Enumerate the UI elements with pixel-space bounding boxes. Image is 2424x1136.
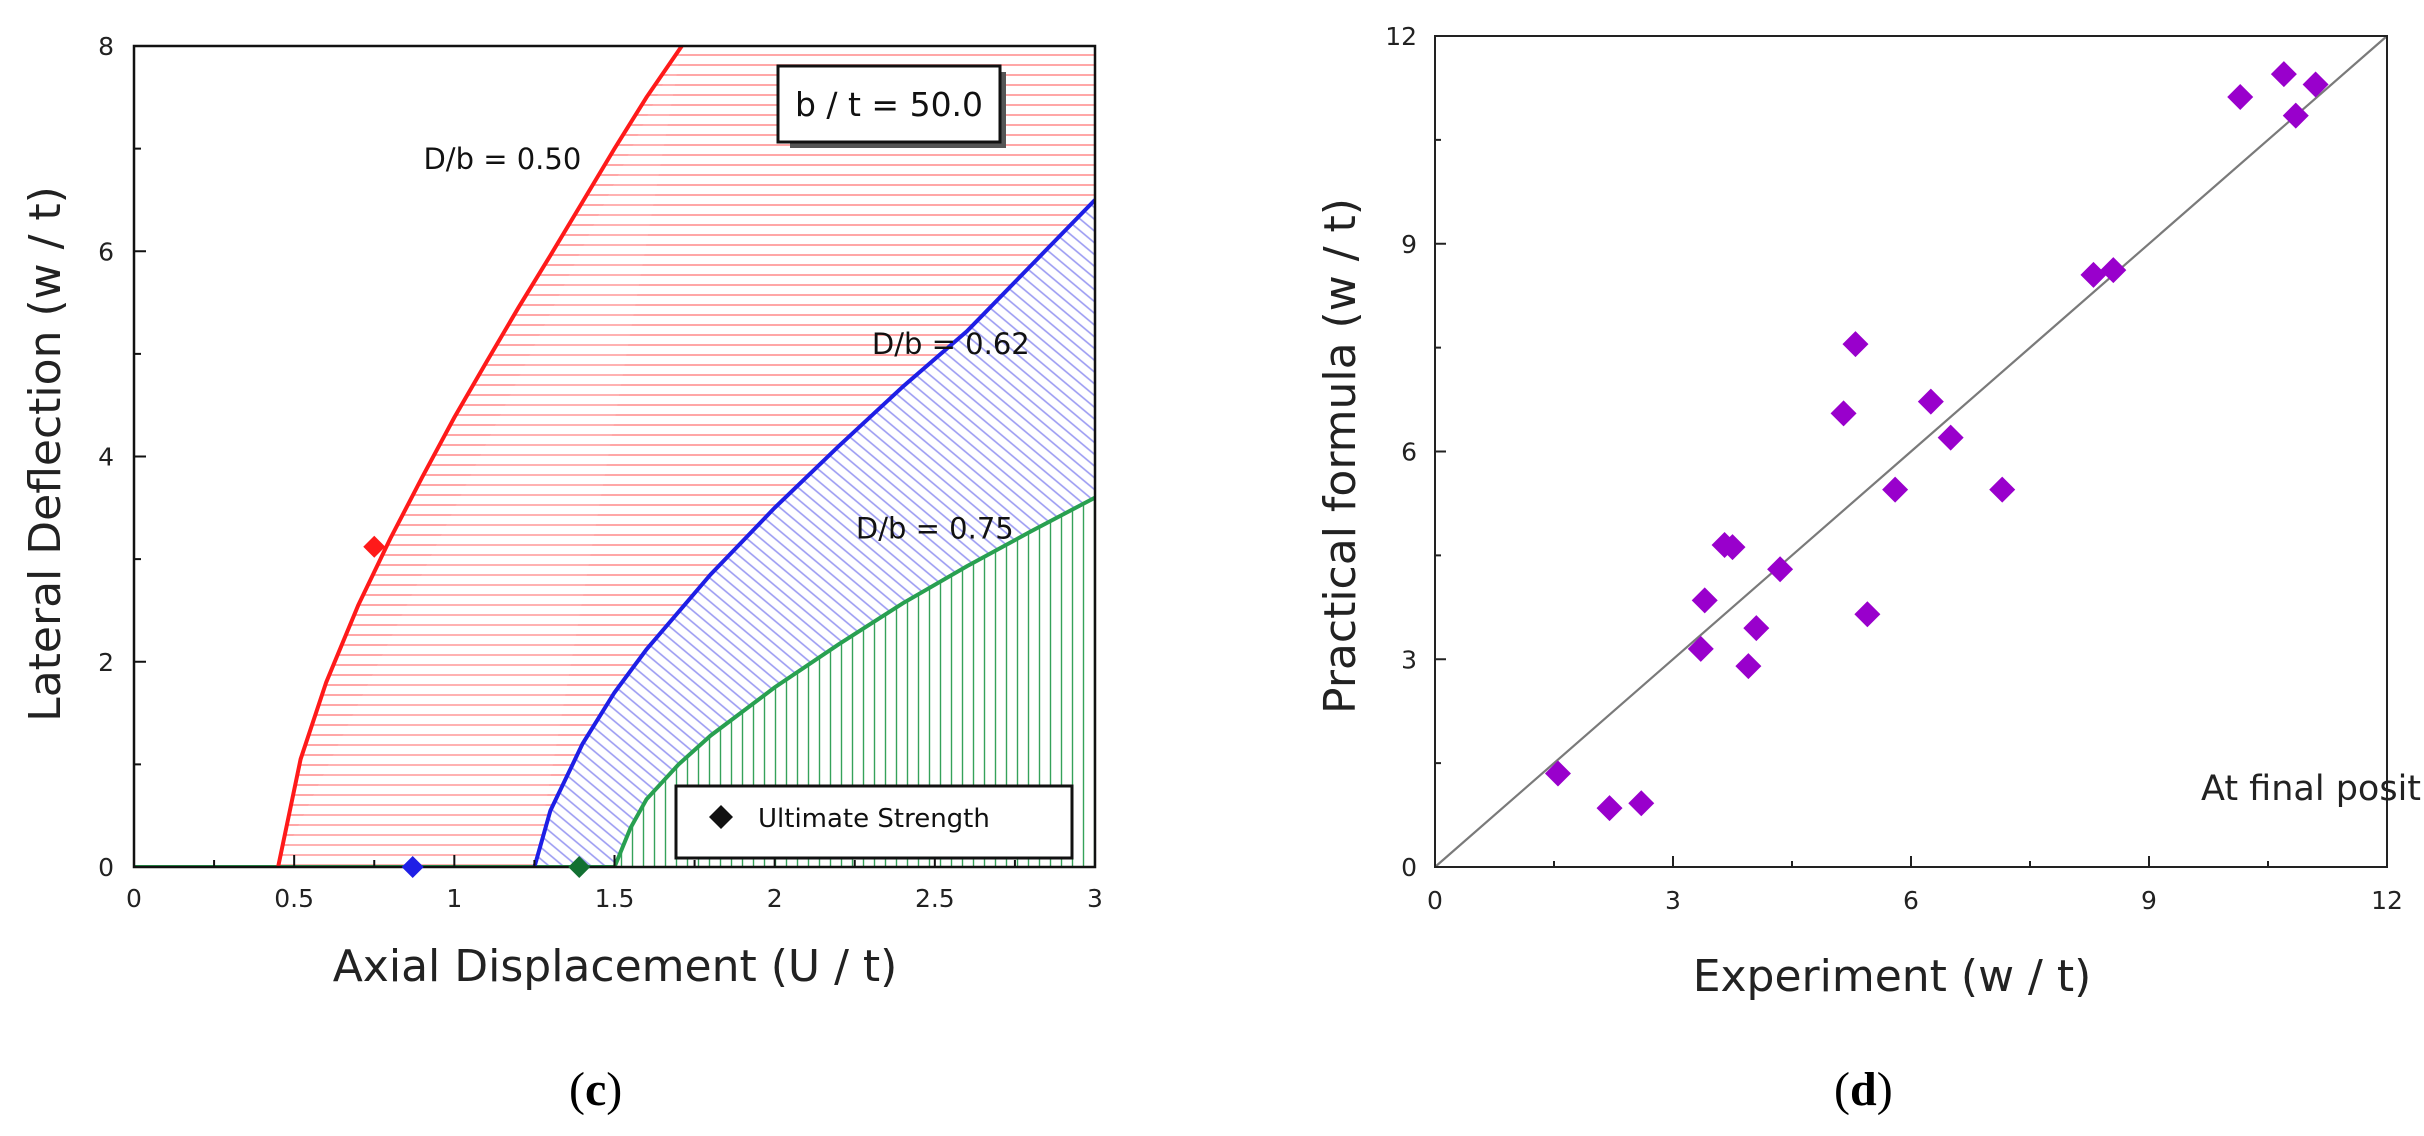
x-tick-label-c: 1 <box>446 884 462 913</box>
y-tick-label-d: 3 <box>1401 645 1417 674</box>
x-tick-label-c: 1.5 <box>595 884 635 913</box>
scatter-point <box>1719 534 1746 561</box>
scatter-point <box>1830 400 1857 427</box>
scatter-point <box>1842 331 1869 358</box>
scatter-point <box>1596 795 1623 822</box>
scatter-point <box>1989 476 2016 503</box>
chart-d: 0 3 6 9 12 0 3 6 9 12 At final position Practical… <box>1315 22 2424 1002</box>
reference-line-1to1 <box>1434 35 2388 868</box>
y-axis-title-d: Practical formula (w / t) <box>1315 198 1366 714</box>
ultimate-strength-marker-red <box>363 535 386 558</box>
caption-c: (c) <box>569 1063 622 1116</box>
caption-d: (d) <box>1834 1063 1893 1116</box>
scatter-point <box>2270 61 2297 88</box>
annotation-final-position: At final position <box>2201 769 2424 809</box>
x-tick-label-d: 3 <box>1665 886 1681 915</box>
y-tick-label-d: 0 <box>1401 853 1417 882</box>
scatter-point <box>1687 635 1714 662</box>
legend-diamond-icon <box>709 805 733 829</box>
ultimate-strength-marker-green <box>568 856 591 878</box>
x-tick-label-d: 0 <box>1427 886 1443 915</box>
region-fill-3 <box>614 497 1095 867</box>
series-line-green <box>612 495 1095 867</box>
scatter-point <box>1743 615 1770 642</box>
x-tick-label-d: 9 <box>2141 886 2157 915</box>
x-axis-title-d: Experiment (w / t) <box>1693 951 2092 1002</box>
y-tick-label-c: 2 <box>98 648 114 677</box>
scatter-point <box>2100 257 2127 284</box>
scatter-point <box>1628 790 1655 817</box>
ratio-box-label: b / t = 50.0 <box>795 85 983 124</box>
region-fill-2 <box>534 199 1095 867</box>
series-line-red <box>276 46 684 867</box>
legend-label: Ultimate Strength <box>758 804 990 834</box>
x-tick-label-d: 6 <box>1903 886 1919 915</box>
scatter-point <box>1937 424 1964 451</box>
x-axis-title-c: Axial Displacement (U / t) <box>333 941 898 992</box>
x-tick-label-c: 2 <box>767 884 783 913</box>
curve-label-green: D/b = 0.75 <box>856 512 1014 546</box>
scatter-point <box>2282 102 2309 129</box>
scatter-point <box>1767 556 1794 583</box>
y-tick-label-c: 8 <box>98 32 114 61</box>
ratio-box: b / t = 50.0 <box>776 64 1006 148</box>
x-tick-label-d: 12 <box>2371 886 2403 915</box>
y-tick-label-c: 6 <box>98 237 114 266</box>
y-tick-label-c: 4 <box>98 443 114 472</box>
y-axis-title-c: Lateral Deflection (w / t) <box>20 186 71 722</box>
scatter-point <box>2080 261 2107 288</box>
y-tick-label-c: 0 <box>98 853 114 882</box>
scatter-point <box>1917 388 1944 415</box>
scatter-point <box>2227 83 2254 110</box>
x-tick-label-c: 2.5 <box>915 884 955 913</box>
x-tick-label-c: 0.5 <box>274 884 314 913</box>
y-tick-label-d: 12 <box>1385 22 1417 51</box>
scatter-point <box>1544 760 1571 787</box>
y-tick-label-d: 6 <box>1401 438 1417 467</box>
ultimate-strength-marker-blue <box>401 856 424 878</box>
scatter-point <box>1882 476 1909 503</box>
curve-label-red: D/b = 0.50 <box>423 142 581 176</box>
y-tick-label-d: 9 <box>1401 230 1417 259</box>
curve-label-blue: D/b = 0.62 <box>872 327 1030 361</box>
chart-c: 0 0.5 1 1.5 2 2.5 3 0 2 4 6 8 D/b = 0.50 D/b = 0.62 D/… <box>20 32 1103 992</box>
region-fill-upper <box>278 46 1095 867</box>
x-tick-label-c: 0 <box>126 884 142 913</box>
series-line-blue <box>532 198 1095 867</box>
scatter-point <box>2302 71 2329 98</box>
x-tick-label-c: 3 <box>1087 884 1103 913</box>
scatter-point <box>1854 601 1881 628</box>
legend: Ultimate Strength <box>674 784 1074 860</box>
scatter-point <box>1691 587 1718 614</box>
scatter-point <box>1735 653 1762 680</box>
